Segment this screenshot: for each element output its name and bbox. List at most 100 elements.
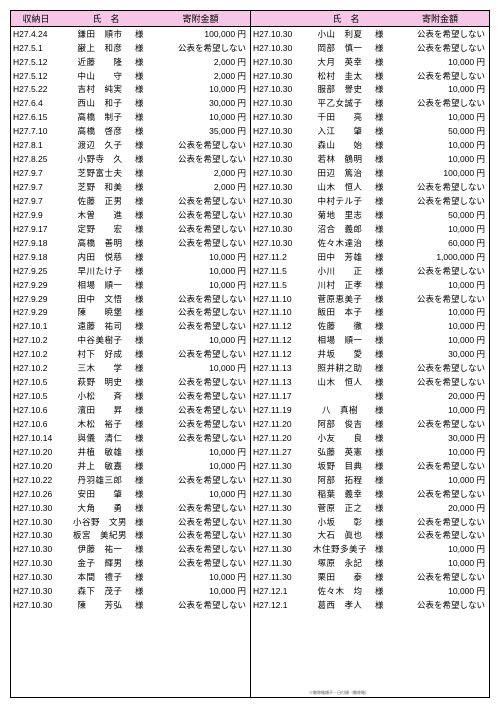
cell-date: H27.10.30 [251,85,305,94]
cell-amount: 公表を希望しない [153,197,250,206]
table-row: H27.8.1渡辺 久子様公表を希望しない [11,139,250,153]
table-row: H27.11.12井坂 愛様30,000 円 [251,348,489,362]
cell-date: H27.11.2 [251,253,305,262]
cell-honorific: 様 [135,44,153,53]
cell-honorific: 様 [375,322,393,331]
table-row: H27.10.30菊地 里志様50,000 円 [251,208,489,222]
cell-amount: 10,000 円 [393,85,489,94]
cell-amount: 2,000 円 [153,183,250,192]
table-row: H27.11.20小友 良様30,000 円 [251,431,489,445]
cell-honorific: 様 [135,434,153,443]
cell-date: H27.10.30 [251,30,305,39]
cell-name: 濱田 昇 [65,406,135,415]
cell-name: 川村 正孝 [305,281,375,290]
left-body: H27.4.24鎌田 順市様100,000 円H27.5.1巌上 和彦様公表を希… [11,27,250,612]
cell-honorific: 様 [135,406,153,415]
cell-name: 松村 圭太 [305,72,375,81]
cell-amount: 10,000 円 [153,253,250,262]
cell-name: 三木 学 [65,364,135,373]
cell-date: H27.11.12 [251,350,305,359]
cell-honorific: 様 [135,462,153,471]
cell-amount: 10,000 円 [393,308,489,317]
cell-name: 小坂 彰 [305,518,375,527]
header-amount: 寄附金額 [151,12,250,25]
table-row: H27.10.30森下 茂子様10,000 円 [11,585,250,599]
cell-name: 相場 順一 [305,336,375,345]
cell-date: H27.10.26 [11,490,65,499]
table-row: H27.10.5小松 斉様公表を希望しない [11,389,250,403]
table-row: H27.10.20井植 敏雄様10,000 円 [11,445,250,459]
table-row: H27.9.7芝野 和美様2,000 円 [11,180,250,194]
table-row: H27.9.29陳 暁堡様公表を希望しない [11,306,250,320]
cell-name: 阿部 俊吉 [305,420,375,429]
cell-honorific: 様 [135,587,153,596]
cell-honorific: 様 [135,350,153,359]
cell-date: H27.10.30 [251,239,305,248]
cell-honorific: 様 [135,281,153,290]
table-row: H27.10.30平乙女誠子様公表を希望しない [251,97,489,111]
cell-amount: 公表を希望しない [393,197,489,206]
table-row: H27.9.7佐藤 正男様公表を希望しない [11,194,250,208]
table-row: H27.11.12佐藤 徹様10,000 円 [251,320,489,334]
cell-date: H27.10.30 [11,587,65,596]
cell-name: 高橋 善明 [65,239,135,248]
cell-date: H27.8.25 [11,155,65,164]
cell-name: 葛西 孝人 [305,601,375,610]
table-row: H27.10.30大角 勇様公表を希望しない [11,501,250,515]
cell-honorific: 様 [135,308,153,317]
cell-honorific: 様 [375,531,393,540]
cell-amount: 10,000 円 [153,573,250,582]
cell-date: H27.10.22 [11,476,65,485]
cell-honorific: 様 [135,30,153,39]
cell-amount: 公表を希望しない [153,295,250,304]
cell-date: H27.11.12 [251,336,305,345]
left-column: 収納日 氏 名 寄附金額 H27.4.24鎌田 順市様100,000 円H27.… [11,11,251,697]
cell-name: 巌上 和彦 [65,44,135,53]
cell-honorific: 様 [375,267,393,276]
cell-date: H27.10.6 [11,420,65,429]
cell-date: H27.10.30 [251,225,305,234]
cell-name: 木松 裕子 [65,420,135,429]
cell-amount: 30,000 円 [153,99,250,108]
cell-honorific: 様 [375,587,393,596]
cell-name: 弘藤 英憲 [305,448,375,457]
cell-amount: 1,000,000 円 [393,253,489,262]
cell-honorific: 様 [135,169,153,178]
cell-date: H27.11.20 [251,420,305,429]
cell-amount: 公表を希望しない [393,490,489,499]
cell-name: 大石 眞也 [305,531,375,540]
table-row: H27.11.13山木 恒人様公表を希望しない [251,375,489,389]
cell-amount: 公表を希望しない [153,392,250,401]
cell-honorific: 様 [135,336,153,345]
cell-date: H27.9.7 [11,183,65,192]
table-row: H27.12.1葛西 孝人様公表を希望しない [251,598,489,612]
cell-honorific: 様 [375,85,393,94]
cell-amount: 10,000 円 [393,281,489,290]
table-row: H27.11.30阿部 拓程様10,000 円 [251,473,489,487]
cell-amount: 10,000 円 [153,490,250,499]
cell-date: H27.9.9 [11,211,65,220]
cell-honorific: 様 [135,504,153,513]
cell-honorific: 様 [375,30,393,39]
cell-name: 鎌田 順市 [65,30,135,39]
cell-amount: 公表を希望しない [393,531,489,540]
cell-date: H27.11.30 [251,490,305,499]
cell-date: H27.10.5 [11,392,65,401]
cell-name: 服部 譽史 [305,85,375,94]
table-row: H27.10.30大月 英幸様10,000 円 [251,55,489,69]
footnote: ※敬称略順不・日付順（敬称略） [309,690,369,696]
cell-amount: 10,000 円 [153,85,250,94]
cell-amount: 10,000 円 [393,322,489,331]
cell-name: 稲葉 義幸 [305,490,375,499]
cell-amount: 公表を希望しない [153,211,250,220]
cell-amount: 10,000 円 [153,364,250,373]
cell-date: H27.9.18 [11,253,65,262]
cell-amount: 2,000 円 [153,72,250,81]
cell-date: H27.10.2 [11,336,65,345]
cell-name: 吉村 純実 [65,85,135,94]
cell-name: 大月 英幸 [305,58,375,67]
cell-name: 沼合 義郎 [305,225,375,234]
cell-date: H27.10.30 [251,183,305,192]
cell-date: H27.10.30 [251,72,305,81]
cell-honorific: 様 [375,559,393,568]
